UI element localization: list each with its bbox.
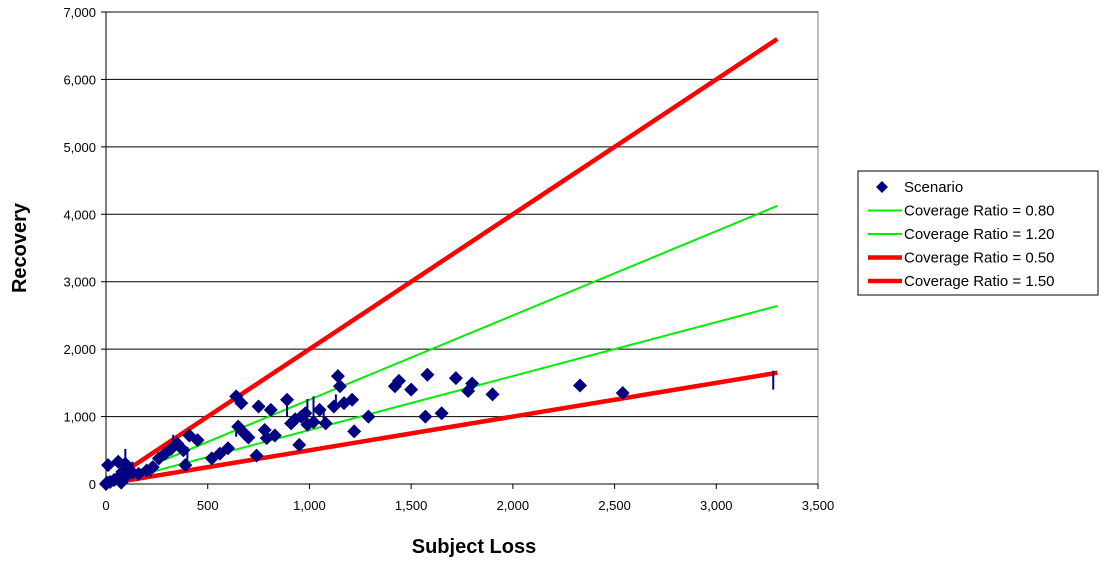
x-axis-title: Subject Loss xyxy=(412,536,536,558)
x-tick-label: 1,000 xyxy=(293,498,326,513)
scatter-point xyxy=(318,416,333,431)
series-line xyxy=(105,370,778,487)
y-tick-label: 3,000 xyxy=(63,275,96,290)
legend-label: Coverage Ratio = 0.50 xyxy=(904,250,1055,267)
scatter-point xyxy=(391,373,406,388)
y-tick-label: 7,000 xyxy=(63,5,96,20)
scatter-point xyxy=(178,458,193,473)
scatter-point xyxy=(448,371,463,386)
plot-area: 0 1,000 2,000 3,000 4,000 5,000 6,000 7,000 0 500… xyxy=(63,5,834,513)
legend-label: Coverage Ratio = 0.80 xyxy=(904,203,1055,220)
scatter-point xyxy=(176,443,191,458)
y-tick-label: 0 xyxy=(89,477,96,492)
scatter-point xyxy=(434,406,449,421)
scatter-point xyxy=(267,428,282,443)
scatter-point xyxy=(312,402,327,417)
x-tick-label: 2,000 xyxy=(497,498,530,513)
legend-marker-diamond xyxy=(876,181,888,193)
y-tick-label: 1,000 xyxy=(63,410,96,425)
scatter-point xyxy=(249,448,264,463)
scatter-point xyxy=(280,392,295,407)
x-tick-label: 1,500 xyxy=(395,498,428,513)
legend-label: Coverage Ratio = 1.20 xyxy=(904,226,1055,243)
x-tick-label: 3,500 xyxy=(802,498,835,513)
scatter-point xyxy=(465,376,480,391)
scatter-point xyxy=(404,382,419,397)
scatter-point xyxy=(115,464,130,479)
y-tick-label: 5,000 xyxy=(63,140,96,155)
scatter-point xyxy=(190,433,205,448)
scatter-point xyxy=(485,387,500,402)
series-line xyxy=(105,204,778,485)
y-tick-label: 4,000 xyxy=(63,207,96,222)
scatter-point xyxy=(263,402,278,417)
scatter-point xyxy=(615,385,630,400)
scatter-point xyxy=(298,406,313,421)
scatter-point xyxy=(418,409,433,424)
scatter-point xyxy=(572,378,587,393)
scatter-point xyxy=(306,414,321,429)
legend: Scenario Coverage Ratio = 0.80 Coverage Ra… xyxy=(857,170,1099,296)
legend-label: Coverage Ratio = 1.50 xyxy=(904,273,1055,290)
scatter-point xyxy=(361,409,376,424)
x-tick-label: 3,000 xyxy=(700,498,733,513)
scatter-point xyxy=(330,369,345,384)
scatter-point xyxy=(234,396,249,411)
scatter-point xyxy=(345,392,360,407)
scatter-point xyxy=(332,379,347,394)
x-tick-label: 500 xyxy=(197,498,219,513)
scatter-point xyxy=(241,430,256,445)
scatter-point xyxy=(347,424,362,439)
scatter-point xyxy=(145,460,160,475)
y-tick-label: 2,000 xyxy=(63,342,96,357)
y-axis-title: Recovery xyxy=(9,202,31,293)
x-tick-label: 2,500 xyxy=(598,498,631,513)
scatter-point xyxy=(292,437,307,452)
scatter-point xyxy=(251,399,266,414)
scatter-point xyxy=(420,367,435,382)
y-tick-label: 6,000 xyxy=(63,72,96,87)
legend-label: Scenario xyxy=(904,179,963,196)
scatter-point xyxy=(221,441,236,456)
x-tick-label: 0 xyxy=(102,498,109,513)
series-line xyxy=(104,37,779,486)
